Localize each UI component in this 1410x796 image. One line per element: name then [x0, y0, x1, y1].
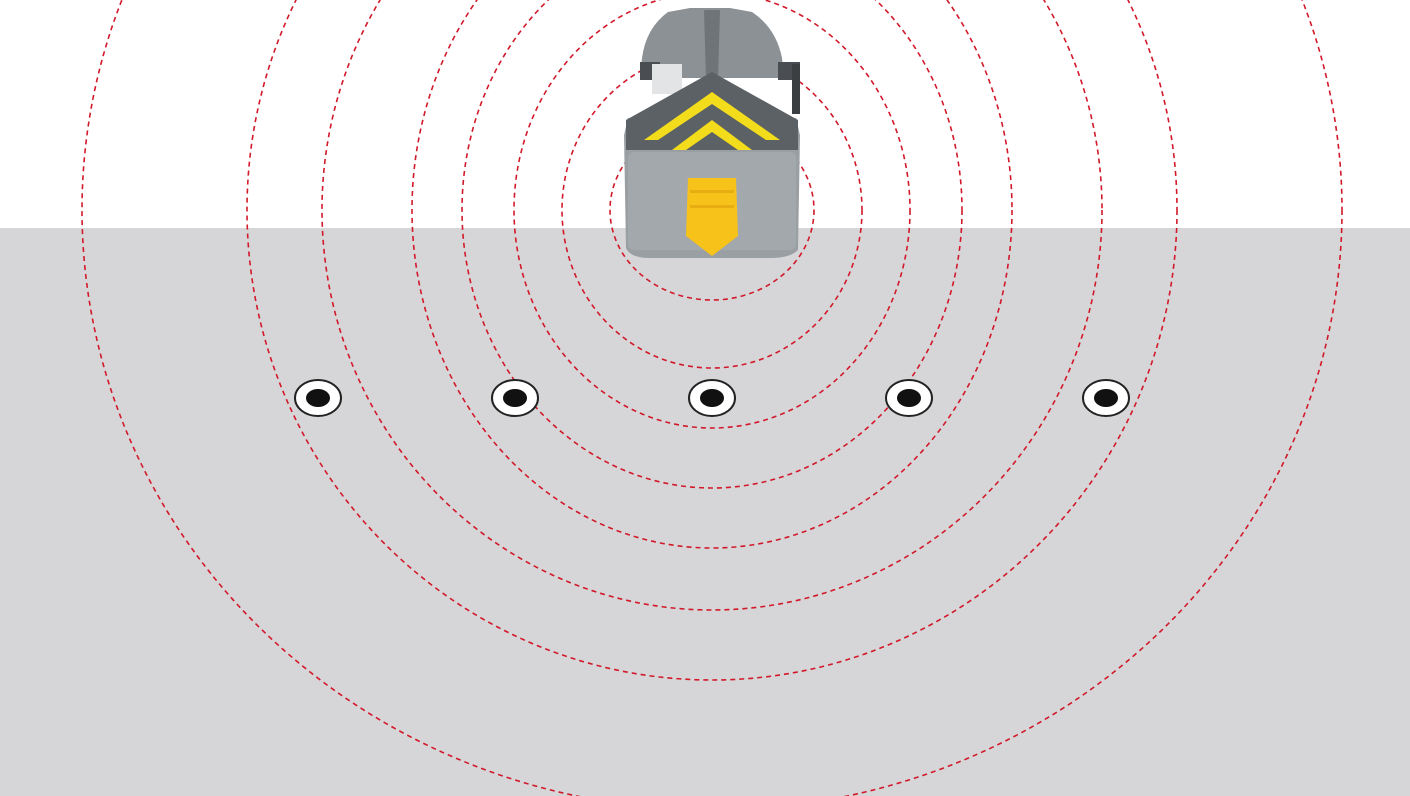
signal-rings	[81, 0, 1343, 796]
target-marker-icon	[688, 379, 736, 417]
signal-ring	[411, 0, 1013, 549]
handle-ridge	[704, 10, 720, 80]
signal-ring	[321, 0, 1103, 611]
marker-row	[294, 379, 1130, 417]
signal-ring	[561, 51, 863, 369]
transmitter-device	[624, 8, 800, 258]
signal-ring	[81, 0, 1343, 796]
target-marker-icon	[491, 379, 539, 417]
label-panel	[652, 64, 682, 94]
signal-ring	[246, 0, 1178, 681]
target-marker-icon	[1082, 379, 1130, 417]
signal-ring	[461, 0, 963, 489]
chevron-stripe-outer	[644, 92, 780, 140]
arrow-plate-shade-2	[690, 205, 734, 208]
signal-ring	[513, 0, 911, 429]
side-bracket-right	[792, 64, 800, 114]
target-marker-icon	[294, 379, 342, 417]
arrow-plate-shade	[690, 190, 734, 193]
arrow-plate	[686, 178, 738, 256]
ground-plane	[0, 228, 1410, 796]
target-marker-icon	[885, 379, 933, 417]
chevron-stripe-inner	[672, 120, 752, 150]
